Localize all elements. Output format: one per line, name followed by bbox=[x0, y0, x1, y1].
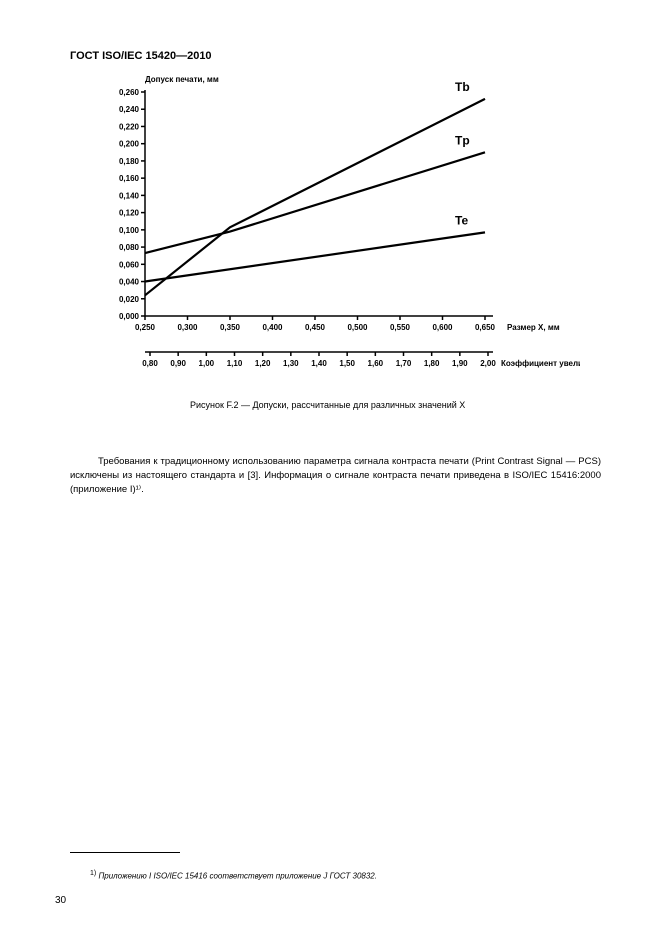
x-tick-label-row2: 1,00 bbox=[199, 359, 215, 368]
body-paragraph: Требования к традиционному использованию… bbox=[70, 455, 601, 496]
y-tick-label: 0,080 bbox=[119, 243, 140, 252]
x-tick-label-row1: 0,250 bbox=[135, 323, 156, 332]
y-tick-label: 0,220 bbox=[119, 122, 140, 131]
x-tick-label-row2: 1,10 bbox=[227, 359, 243, 368]
series-Tp bbox=[145, 152, 485, 253]
x-tick-label-row1: 0,300 bbox=[177, 323, 198, 332]
x-tick-label-row1: 0,550 bbox=[390, 323, 411, 332]
x-tick-label-row2: 1,40 bbox=[311, 359, 327, 368]
footnote-marker: 1) bbox=[90, 870, 96, 877]
x-tick-label-row2: 1,70 bbox=[396, 359, 412, 368]
y-tick-label: 0,180 bbox=[119, 157, 140, 166]
y-tick-label: 0,160 bbox=[119, 174, 140, 183]
x-tick-label-row2: 1,60 bbox=[368, 359, 384, 368]
series-label-Tb: Tb bbox=[455, 80, 470, 94]
footnote-rule bbox=[70, 852, 180, 853]
x-tick-label-row1: 0,450 bbox=[305, 323, 326, 332]
x-tick-label-row2: 1,30 bbox=[283, 359, 299, 368]
series-label-Tp: Tp bbox=[455, 133, 470, 147]
x-axis-title-2: Коэффициент увеличения bbox=[501, 359, 580, 368]
series-Tb bbox=[145, 99, 485, 295]
y-tick-label: 0,000 bbox=[119, 312, 140, 321]
footnote-text: Приложению I ISO/IEC 15416 соответствует… bbox=[98, 872, 377, 881]
y-tick-label: 0,200 bbox=[119, 140, 140, 149]
x-tick-label-row2: 1,20 bbox=[255, 359, 271, 368]
y-tick-label: 0,240 bbox=[119, 105, 140, 114]
y-tick-label: 0,260 bbox=[119, 88, 140, 97]
x-tick-label-row2: 0,80 bbox=[142, 359, 158, 368]
x-tick-label-row1: 0,500 bbox=[347, 323, 368, 332]
chart-svg: Допуск печати, мм 0,260 0,240 0,220 0,200 0,1… bbox=[90, 72, 580, 392]
y-axis-title: Допуск печати, мм bbox=[145, 75, 219, 84]
y-tick-label: 0,060 bbox=[119, 260, 140, 269]
x-tick-label-row2: 2,00 bbox=[480, 359, 496, 368]
x-tick-label-row1: 0,350 bbox=[220, 323, 241, 332]
x-tick-label-row2: 0,90 bbox=[170, 359, 186, 368]
doc-header: ГОСТ ISO/IEC 15420—2010 bbox=[70, 50, 601, 62]
page: ГОСТ ISO/IEC 15420—2010 Допуск печати, м… bbox=[0, 0, 661, 936]
x-tick-label-row2: 1,50 bbox=[339, 359, 355, 368]
y-tick-label: 0,020 bbox=[119, 295, 140, 304]
x-tick-label-row1: 0,600 bbox=[432, 323, 453, 332]
y-tick-label: 0,040 bbox=[119, 278, 140, 287]
y-tick-label: 0,120 bbox=[119, 209, 140, 218]
x-tick-label-row1: 0,650 bbox=[475, 323, 496, 332]
y-tick-label: 0,100 bbox=[119, 226, 140, 235]
footnote: 1) Приложению I ISO/IEC 15416 соответств… bbox=[90, 870, 377, 881]
y-tick-label: 0,140 bbox=[119, 191, 140, 200]
figure-caption: Рисунок F.2 — Допуски, рассчитанные для … bbox=[190, 400, 601, 410]
x-axis-title-1: Размер Х, мм bbox=[507, 323, 560, 332]
page-number: 30 bbox=[55, 895, 66, 906]
series-label-Te: Te bbox=[455, 213, 468, 227]
x-tick-label-row2: 1,80 bbox=[424, 359, 440, 368]
x-tick-label-row2: 1,90 bbox=[452, 359, 468, 368]
tolerance-chart: Допуск печати, мм 0,260 0,240 0,220 0,200 0,1… bbox=[90, 72, 580, 392]
x-tick-label-row1: 0,400 bbox=[262, 323, 283, 332]
